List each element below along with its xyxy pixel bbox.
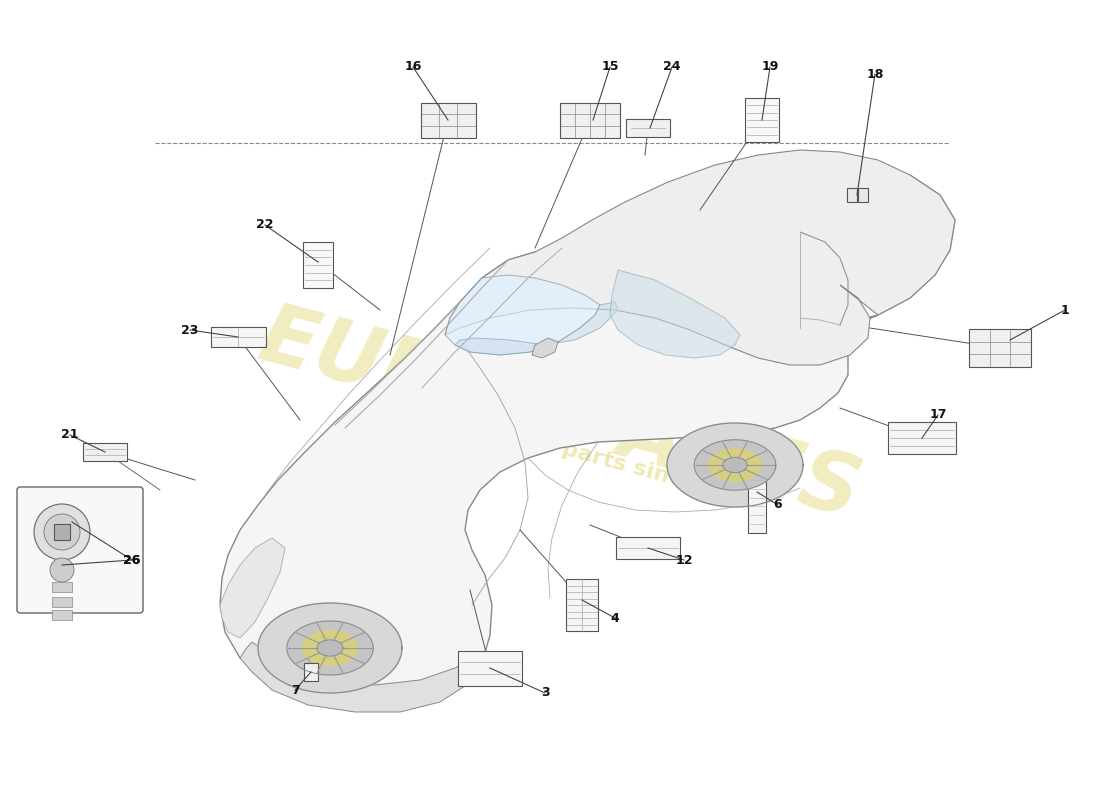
FancyBboxPatch shape [566,579,598,631]
FancyBboxPatch shape [210,327,265,347]
Polygon shape [667,423,803,507]
Circle shape [44,514,80,550]
FancyBboxPatch shape [748,471,766,533]
FancyBboxPatch shape [16,487,143,613]
Text: 1: 1 [1060,303,1069,317]
Polygon shape [220,175,955,710]
FancyBboxPatch shape [420,102,475,138]
Polygon shape [455,302,618,355]
Polygon shape [694,440,776,490]
FancyBboxPatch shape [858,188,868,202]
Text: 26: 26 [123,554,141,566]
Text: 18: 18 [867,67,883,81]
Text: 3: 3 [541,686,549,699]
FancyBboxPatch shape [458,650,522,686]
FancyBboxPatch shape [745,98,779,142]
Text: 17: 17 [930,409,947,422]
Text: a passion for parts since 1985: a passion for parts since 1985 [395,394,766,512]
FancyBboxPatch shape [626,119,670,137]
Polygon shape [532,338,558,358]
Polygon shape [287,621,373,675]
Circle shape [50,558,74,582]
FancyBboxPatch shape [82,443,126,461]
Polygon shape [710,449,761,481]
Text: 24: 24 [663,61,681,74]
Polygon shape [446,150,955,365]
Polygon shape [446,275,600,355]
Polygon shape [302,631,358,665]
Text: 4: 4 [610,611,619,625]
Text: 26: 26 [123,554,141,566]
Polygon shape [723,458,747,473]
Polygon shape [317,640,343,656]
FancyBboxPatch shape [560,102,620,138]
Text: 16: 16 [405,61,421,74]
Text: 6: 6 [773,498,782,511]
FancyBboxPatch shape [52,610,72,620]
FancyBboxPatch shape [847,188,857,202]
Text: 21: 21 [62,429,79,442]
FancyBboxPatch shape [616,537,680,559]
Polygon shape [610,270,740,358]
Text: 15: 15 [602,61,618,74]
FancyBboxPatch shape [54,524,70,540]
FancyBboxPatch shape [969,329,1031,367]
FancyBboxPatch shape [52,597,72,607]
Text: 23: 23 [182,323,199,337]
Text: 19: 19 [761,61,779,74]
FancyBboxPatch shape [52,582,72,592]
FancyBboxPatch shape [302,242,333,288]
Text: 7: 7 [290,683,299,697]
FancyBboxPatch shape [888,422,956,454]
Polygon shape [220,538,285,638]
Text: EUROSPARES: EUROSPARES [251,296,869,534]
Polygon shape [258,603,402,693]
Text: 12: 12 [675,554,693,566]
Text: 22: 22 [256,218,274,231]
Polygon shape [240,642,483,712]
Circle shape [34,504,90,560]
FancyBboxPatch shape [304,663,318,681]
